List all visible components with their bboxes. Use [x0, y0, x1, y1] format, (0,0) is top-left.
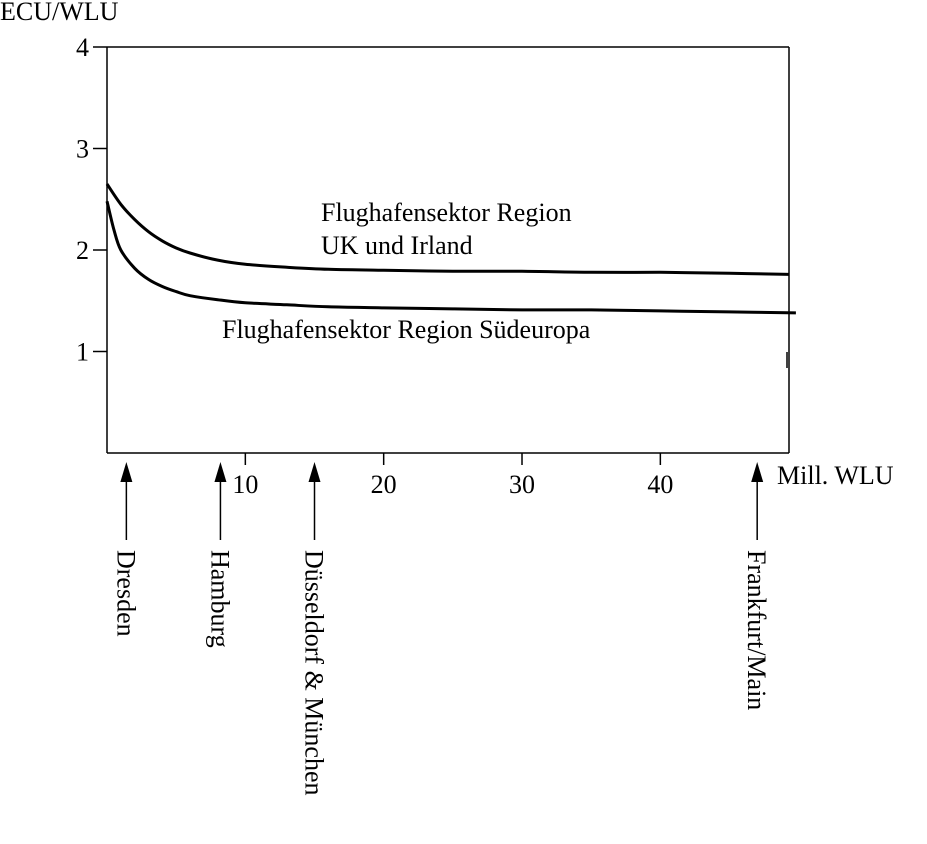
- series-label-suedeuropa: Flughafensektor Region Südeuropa: [222, 315, 591, 344]
- series-line-1: [105, 200, 796, 315]
- y-axis-title: ECU/WLU: [0, 0, 119, 26]
- annotation-arrowhead-hamburg: [214, 462, 227, 482]
- series-label-uk-irland: Flughafensektor Region UK und Irland: [321, 198, 578, 260]
- y-tick-label-3: 3: [76, 135, 89, 164]
- series-label-uk-irland-line2: UK und Irland: [321, 231, 473, 260]
- x-axis-title: Mill. WLU: [777, 461, 894, 490]
- annotation-label-frankfurt-main: Frankfurt/Main: [742, 550, 771, 710]
- series-group: [105, 183, 796, 315]
- y-ticks: 1 2 3 4: [76, 33, 107, 367]
- annotation-arrowhead-dresden: [120, 462, 133, 482]
- annotation-group: Dresden Hamburg Düsseldorf & München Frankf…: [111, 462, 771, 796]
- y-tick-label-2: 2: [76, 236, 89, 265]
- y-tick-label-1: 1: [76, 338, 89, 367]
- annotation-label-hamburg: Hamburg: [205, 550, 234, 648]
- series-line-0: [105, 183, 790, 276]
- x-tick-label-30: 30: [509, 470, 535, 499]
- annotation-label-dresden: Dresden: [111, 550, 140, 637]
- x-tick-label-10: 10: [232, 470, 258, 499]
- annotation-arrowhead-frankfurt-main: [751, 462, 764, 482]
- series-label-uk-irland-line1: Flughafensektor Region: [321, 198, 572, 227]
- annotation-arrowhead-d-sseldorf-m-nchen: [308, 462, 321, 482]
- x-tick-label-20: 20: [371, 470, 397, 499]
- y-tick-label-4: 4: [76, 33, 89, 62]
- x-ticks: 10 20 30 40: [232, 453, 673, 499]
- x-tick-label-40: 40: [647, 470, 673, 499]
- annotation-label-d-sseldorf-m-nchen: Düsseldorf & München: [300, 550, 329, 796]
